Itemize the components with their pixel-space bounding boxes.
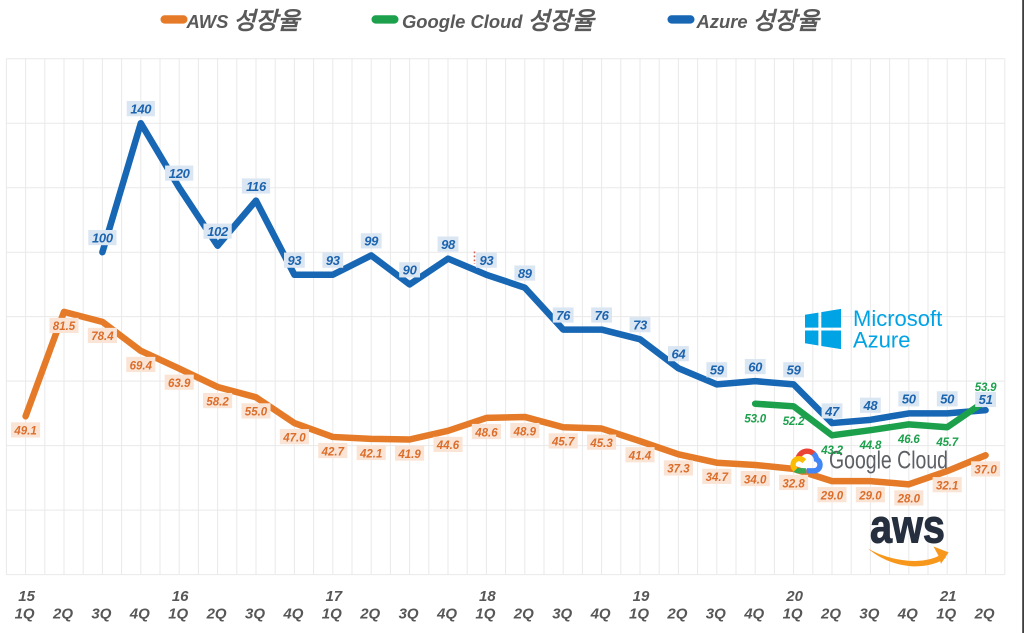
svg-text:73: 73 bbox=[633, 317, 648, 332]
svg-text:120: 120 bbox=[169, 166, 191, 181]
svg-text:2Q: 2Q bbox=[820, 606, 841, 623]
svg-text:16: 16 bbox=[172, 588, 189, 605]
svg-text:63.9: 63.9 bbox=[168, 378, 191, 390]
svg-text:48: 48 bbox=[862, 398, 878, 413]
svg-text:2Q: 2Q bbox=[513, 606, 534, 623]
svg-text:20: 20 bbox=[785, 588, 803, 605]
svg-text:3Q: 3Q bbox=[399, 606, 419, 623]
svg-text:2Q: 2Q bbox=[666, 606, 687, 623]
svg-text:3Q: 3Q bbox=[91, 606, 111, 623]
svg-text:4Q: 4Q bbox=[129, 606, 150, 623]
svg-text:116: 116 bbox=[246, 179, 267, 194]
svg-text:93: 93 bbox=[479, 253, 494, 268]
svg-text:43.2: 43.2 bbox=[820, 445, 843, 457]
svg-text:78.4: 78.4 bbox=[91, 331, 114, 343]
svg-text:49.1: 49.1 bbox=[13, 426, 36, 438]
svg-text:47: 47 bbox=[824, 404, 840, 419]
svg-text:93: 93 bbox=[326, 253, 341, 268]
svg-text:50: 50 bbox=[940, 392, 955, 407]
svg-text:48.6: 48.6 bbox=[474, 427, 498, 439]
svg-text:3Q: 3Q bbox=[552, 606, 572, 623]
svg-text:28.0: 28.0 bbox=[897, 494, 921, 506]
svg-text:4Q: 4Q bbox=[743, 606, 764, 623]
svg-text:4Q: 4Q bbox=[282, 606, 303, 623]
svg-text:42.1: 42.1 bbox=[359, 448, 382, 460]
svg-text:44.8: 44.8 bbox=[859, 440, 882, 452]
svg-text:98: 98 bbox=[441, 237, 456, 252]
svg-text:46.6: 46.6 bbox=[897, 434, 920, 446]
svg-text:32.1: 32.1 bbox=[936, 481, 958, 493]
svg-text:17: 17 bbox=[325, 588, 342, 605]
svg-text:1Q: 1Q bbox=[475, 606, 495, 623]
svg-text:1Q: 1Q bbox=[322, 606, 342, 623]
svg-text:32.8: 32.8 bbox=[782, 478, 805, 490]
svg-text:53.9: 53.9 bbox=[975, 382, 997, 394]
svg-text:41.9: 41.9 bbox=[397, 449, 421, 461]
svg-text:60: 60 bbox=[748, 359, 763, 374]
svg-text:4Q: 4Q bbox=[590, 606, 611, 623]
svg-text:37.0: 37.0 bbox=[974, 465, 997, 477]
svg-text:100: 100 bbox=[92, 230, 114, 245]
svg-text:59: 59 bbox=[787, 363, 802, 378]
svg-text:102: 102 bbox=[207, 224, 229, 239]
svg-text:2Q: 2Q bbox=[206, 606, 227, 623]
svg-text:58.2: 58.2 bbox=[206, 396, 229, 408]
svg-text:Google Cloud: Google Cloud bbox=[829, 448, 948, 475]
svg-text:2Q: 2Q bbox=[52, 606, 73, 623]
svg-text:45.7: 45.7 bbox=[551, 437, 575, 449]
svg-text:64: 64 bbox=[671, 346, 686, 361]
svg-text:34.0: 34.0 bbox=[744, 474, 767, 486]
svg-text:69.4: 69.4 bbox=[130, 360, 153, 372]
svg-text:99: 99 bbox=[364, 234, 379, 249]
svg-text:4Q: 4Q bbox=[897, 606, 918, 623]
svg-text:3Q: 3Q bbox=[245, 606, 265, 623]
svg-text:53.0: 53.0 bbox=[744, 414, 766, 426]
svg-text:59: 59 bbox=[710, 363, 725, 378]
svg-text:19: 19 bbox=[633, 588, 650, 605]
svg-text:81.5: 81.5 bbox=[53, 321, 76, 333]
svg-text:18: 18 bbox=[479, 588, 496, 605]
svg-text:15: 15 bbox=[18, 588, 35, 605]
svg-text:Azure: Azure bbox=[853, 328, 910, 353]
svg-text:76: 76 bbox=[556, 308, 571, 323]
svg-text:76: 76 bbox=[595, 308, 610, 323]
svg-text:42.7: 42.7 bbox=[321, 446, 345, 458]
svg-text:2Q: 2Q bbox=[359, 606, 380, 623]
svg-text:3Q: 3Q bbox=[859, 606, 879, 623]
svg-text:1Q: 1Q bbox=[168, 606, 188, 623]
svg-text:AWS 성장율: AWS 성장율 bbox=[186, 8, 303, 35]
svg-text:47.0: 47.0 bbox=[282, 432, 306, 444]
svg-text:34.7: 34.7 bbox=[706, 472, 729, 484]
svg-text:1Q: 1Q bbox=[15, 606, 35, 623]
svg-text:93: 93 bbox=[287, 253, 302, 268]
svg-text:4Q: 4Q bbox=[436, 606, 457, 623]
svg-text:90: 90 bbox=[403, 263, 418, 278]
svg-text:3Q: 3Q bbox=[706, 606, 726, 623]
svg-text:29.0: 29.0 bbox=[858, 491, 882, 503]
svg-text:Microsoft: Microsoft bbox=[853, 306, 942, 331]
svg-text:1Q: 1Q bbox=[783, 606, 803, 623]
svg-text:29.0: 29.0 bbox=[820, 491, 844, 503]
svg-text:51: 51 bbox=[979, 392, 993, 407]
svg-text:1Q: 1Q bbox=[936, 606, 956, 623]
svg-text:48.9: 48.9 bbox=[513, 426, 537, 438]
svg-text:55.0: 55.0 bbox=[245, 407, 268, 419]
svg-text:2Q: 2Q bbox=[974, 606, 995, 623]
svg-text:52.2: 52.2 bbox=[783, 416, 805, 428]
svg-text:Google Cloud 성장율: Google Cloud 성장율 bbox=[402, 8, 597, 35]
svg-text:37.3: 37.3 bbox=[667, 464, 690, 476]
svg-text:45.7: 45.7 bbox=[935, 437, 958, 449]
svg-text:21: 21 bbox=[939, 588, 957, 605]
svg-text:Azure 성장율: Azure 성장율 bbox=[696, 8, 822, 35]
svg-text:41.4: 41.4 bbox=[628, 451, 652, 463]
svg-text:140: 140 bbox=[130, 101, 152, 116]
svg-text:50: 50 bbox=[902, 392, 917, 407]
svg-text:1Q: 1Q bbox=[629, 606, 649, 623]
svg-text:aws: aws bbox=[870, 500, 945, 553]
svg-text:45.3: 45.3 bbox=[589, 438, 613, 450]
svg-text:89: 89 bbox=[518, 266, 533, 281]
svg-text:44.6: 44.6 bbox=[436, 440, 460, 452]
